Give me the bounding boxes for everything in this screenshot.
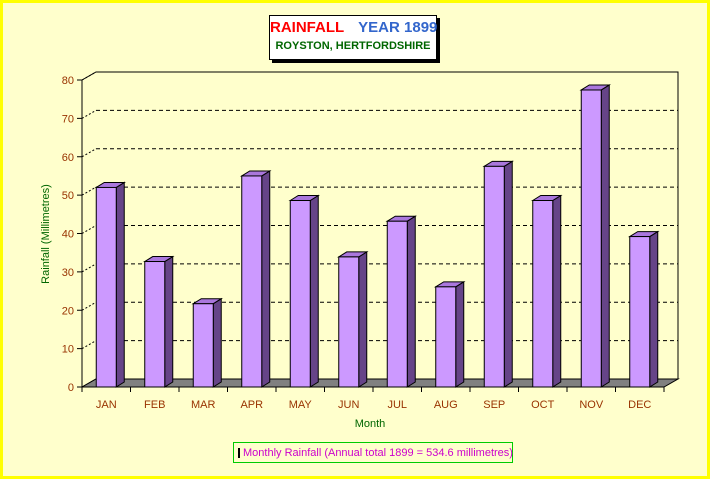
- bar-side: [261, 170, 271, 388]
- chart-title-box: RAINFALL YEAR 1899 ROYSTON, HERTFORDSHIRE: [269, 15, 437, 60]
- y-axis-label: Rainfall (Millimetres): [40, 184, 52, 284]
- legend-label: Monthly Rainfall (Annual total 1899 = 53…: [243, 446, 513, 459]
- gridline-side: [81, 301, 97, 311]
- bar-side: [455, 280, 465, 388]
- bar-side: [406, 215, 416, 388]
- bar-nov: [580, 89, 602, 388]
- x-tick-label: OCT: [531, 399, 555, 411]
- bar-sep: [483, 165, 505, 388]
- chart-title: RAINFALL YEAR 1899: [270, 19, 438, 36]
- bar-side: [164, 255, 174, 388]
- legend-swatch-icon: [238, 447, 240, 458]
- gridline-side: [81, 225, 97, 234]
- bar-oct: [532, 199, 554, 388]
- y-tick-label: 0: [68, 382, 74, 394]
- bar-side: [649, 230, 659, 388]
- bar-apr: [241, 175, 263, 388]
- x-tick-label: NOV: [579, 399, 604, 411]
- bar-side: [503, 160, 513, 388]
- bar-may: [289, 199, 311, 388]
- y-tick-label: 70: [62, 113, 74, 125]
- bar-side: [552, 194, 562, 388]
- x-tick-label: FEB: [144, 399, 165, 411]
- x-tick-label: JUN: [338, 399, 359, 411]
- y-tick-label: 20: [62, 305, 74, 317]
- bar-side: [600, 84, 610, 388]
- bar-dec: [629, 236, 651, 388]
- bar-jan: [95, 186, 117, 388]
- y-tick-label: 40: [62, 229, 74, 241]
- x-tick-label: JAN: [96, 399, 117, 411]
- bar-side: [309, 194, 319, 388]
- bar-aug: [435, 286, 457, 388]
- chart-legend: Monthly Rainfall (Annual total 1899 = 53…: [233, 442, 513, 463]
- gridline-side: [81, 186, 97, 196]
- bar-feb: [144, 261, 166, 388]
- x-tick-label: AUG: [434, 399, 458, 411]
- gridline-side: [81, 109, 97, 119]
- chart-title-year: YEAR 1899: [358, 19, 438, 36]
- x-tick-label: APR: [240, 399, 263, 411]
- bar-side: [212, 297, 222, 388]
- x-axis-label: Month: [355, 418, 386, 430]
- x-tick-label: MAR: [191, 399, 216, 411]
- bar-jun: [338, 256, 360, 388]
- bar-side: [358, 251, 368, 388]
- y-tick-label: 80: [62, 75, 74, 87]
- y-tick-label: 10: [62, 344, 74, 356]
- gridline-side: [81, 340, 97, 350]
- y-tick-label: 30: [62, 267, 74, 279]
- x-tick-label: DEC: [628, 399, 651, 411]
- bar-mar: [192, 303, 214, 388]
- x-tick-label: JUL: [387, 399, 407, 411]
- gridline-side: [81, 148, 97, 158]
- y-tick-label: 60: [62, 152, 74, 164]
- chart-subtitle: ROYSTON, HERTFORDSHIRE: [275, 40, 431, 52]
- gridline-side: [81, 263, 97, 273]
- chart-title-main: RAINFALL: [270, 19, 345, 36]
- gridline-side: [81, 71, 97, 81]
- y-tick-label: 50: [62, 190, 74, 202]
- x-tick-label: MAY: [289, 399, 313, 411]
- bar-side: [115, 181, 125, 388]
- bar-jul: [386, 220, 408, 388]
- x-tick-label: SEP: [483, 399, 505, 411]
